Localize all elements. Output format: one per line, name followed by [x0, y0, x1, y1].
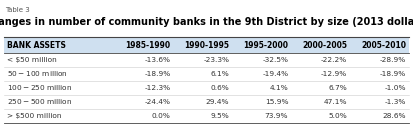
Text: -18.9%: -18.9% — [380, 71, 406, 77]
Text: BANK ASSETS: BANK ASSETS — [7, 40, 66, 50]
Text: 1995-2000: 1995-2000 — [243, 40, 288, 50]
Text: -28.9%: -28.9% — [380, 57, 406, 63]
Text: < $50 million: < $50 million — [7, 57, 57, 63]
Text: -1.3%: -1.3% — [385, 99, 406, 105]
Text: 5.0%: 5.0% — [328, 113, 347, 119]
Text: $100 - $250 million: $100 - $250 million — [7, 84, 72, 92]
Text: 28.6%: 28.6% — [382, 113, 406, 119]
Text: 4.1%: 4.1% — [270, 85, 288, 91]
Text: -12.3%: -12.3% — [145, 85, 171, 91]
Text: 6.1%: 6.1% — [211, 71, 229, 77]
Text: -32.5%: -32.5% — [262, 57, 288, 63]
Text: -24.4%: -24.4% — [145, 99, 171, 105]
Bar — [4, 37, 409, 53]
Text: 6.7%: 6.7% — [328, 85, 347, 91]
Text: > $500 million: > $500 million — [7, 113, 62, 119]
Text: -22.2%: -22.2% — [321, 57, 347, 63]
Text: 0.0%: 0.0% — [152, 113, 171, 119]
Text: 9.5%: 9.5% — [211, 113, 229, 119]
Text: $250 - $500 million: $250 - $500 million — [7, 98, 72, 106]
Text: 1990-1995: 1990-1995 — [184, 40, 229, 50]
Text: Changes in number of community banks in the 9th District by size (2013 dollars): Changes in number of community banks in … — [0, 17, 413, 27]
Text: Table 3: Table 3 — [5, 7, 30, 13]
Text: 15.9%: 15.9% — [265, 99, 288, 105]
Text: 73.9%: 73.9% — [265, 113, 288, 119]
Text: -12.9%: -12.9% — [321, 71, 347, 77]
Text: 0.6%: 0.6% — [211, 85, 229, 91]
Text: -18.9%: -18.9% — [144, 71, 171, 77]
Text: -23.3%: -23.3% — [203, 57, 229, 63]
Text: -19.4%: -19.4% — [262, 71, 288, 77]
Text: 1985-1990: 1985-1990 — [126, 40, 171, 50]
Text: -13.6%: -13.6% — [145, 57, 171, 63]
Text: -1.0%: -1.0% — [385, 85, 406, 91]
Text: 47.1%: 47.1% — [324, 99, 347, 105]
Text: $50 - $100 million: $50 - $100 million — [7, 70, 68, 78]
Text: 29.4%: 29.4% — [206, 99, 229, 105]
Text: 2005-2010: 2005-2010 — [361, 40, 406, 50]
Text: 2000-2005: 2000-2005 — [302, 40, 347, 50]
